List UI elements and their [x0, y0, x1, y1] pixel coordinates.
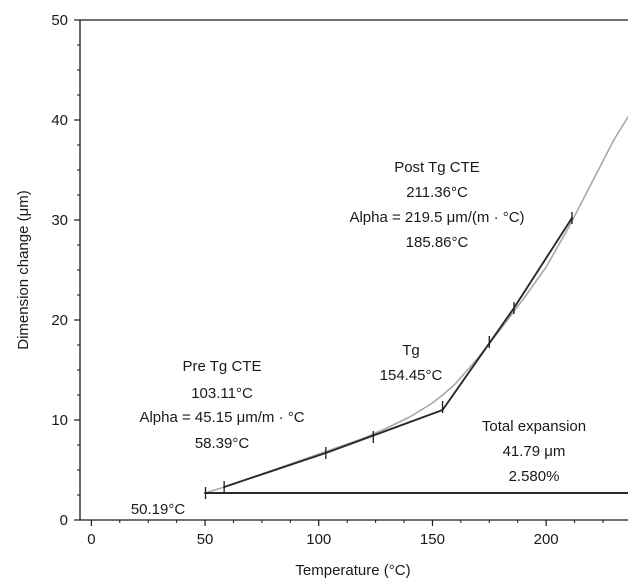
x-tick-label: 200 [534, 531, 559, 548]
total-expansion-percent: 2.580% [509, 468, 560, 485]
data-series [204, 116, 628, 494]
data-markers [204, 212, 573, 499]
total-expansion-annotation: Total expansion 41.79 μm 2.580% [482, 418, 586, 485]
total-expansion-title: Total expansion [482, 418, 586, 435]
x-tick-label: 150 [420, 531, 445, 548]
pre-tg-annotation: Pre Tg CTE 103.11°C Alpha = 45.15 μm/m ·… [139, 358, 304, 452]
y-tick-label: 40 [51, 112, 68, 129]
tg-title: Tg [402, 342, 420, 359]
x-tick-label: 0 [87, 531, 95, 548]
post-tg-title: Post Tg CTE [394, 159, 480, 176]
x-axis-label: Temperature (°C) [295, 562, 410, 579]
y-tick-label: 10 [51, 412, 68, 429]
y-axis-label: Dimension change (μm) [15, 190, 32, 350]
post-tg-start-temp: 185.86°C [406, 234, 469, 251]
pre-tg-alpha: Alpha = 45.15 μm/m · °C [139, 409, 304, 426]
y-tick-label: 50 [51, 12, 68, 29]
post-tg-end-temp: 211.36°C [406, 184, 468, 201]
post-tg-annotation: Post Tg CTE 211.36°C Alpha = 219.5 μm/(m… [349, 159, 524, 251]
y-tick-label: 30 [51, 212, 68, 229]
pre-tg-end-temp: 103.11°C [191, 385, 253, 402]
y-tick-label: 0 [60, 512, 68, 529]
tg-temp: 154.45°C [380, 367, 443, 384]
onset-temp-label: 50.19°C [131, 501, 186, 518]
axis-ticks: 0 10 20 30 40 50 0 50 100 150 200 [51, 12, 604, 548]
post-tg-alpha: Alpha = 219.5 μm/(m · °C) [349, 209, 524, 226]
pre-tg-title: Pre Tg CTE [183, 358, 262, 375]
series-line [324, 409, 444, 454]
x-tick-label: 50 [197, 531, 214, 548]
series-line [223, 452, 327, 488]
pre-tg-start-temp: 58.39°C [195, 435, 250, 452]
y-tick-label: 20 [51, 312, 68, 329]
tg-annotation: Tg 154.45°C [380, 342, 443, 384]
x-tick-label: 100 [306, 531, 331, 548]
total-expansion-um: 41.79 μm [503, 443, 566, 460]
